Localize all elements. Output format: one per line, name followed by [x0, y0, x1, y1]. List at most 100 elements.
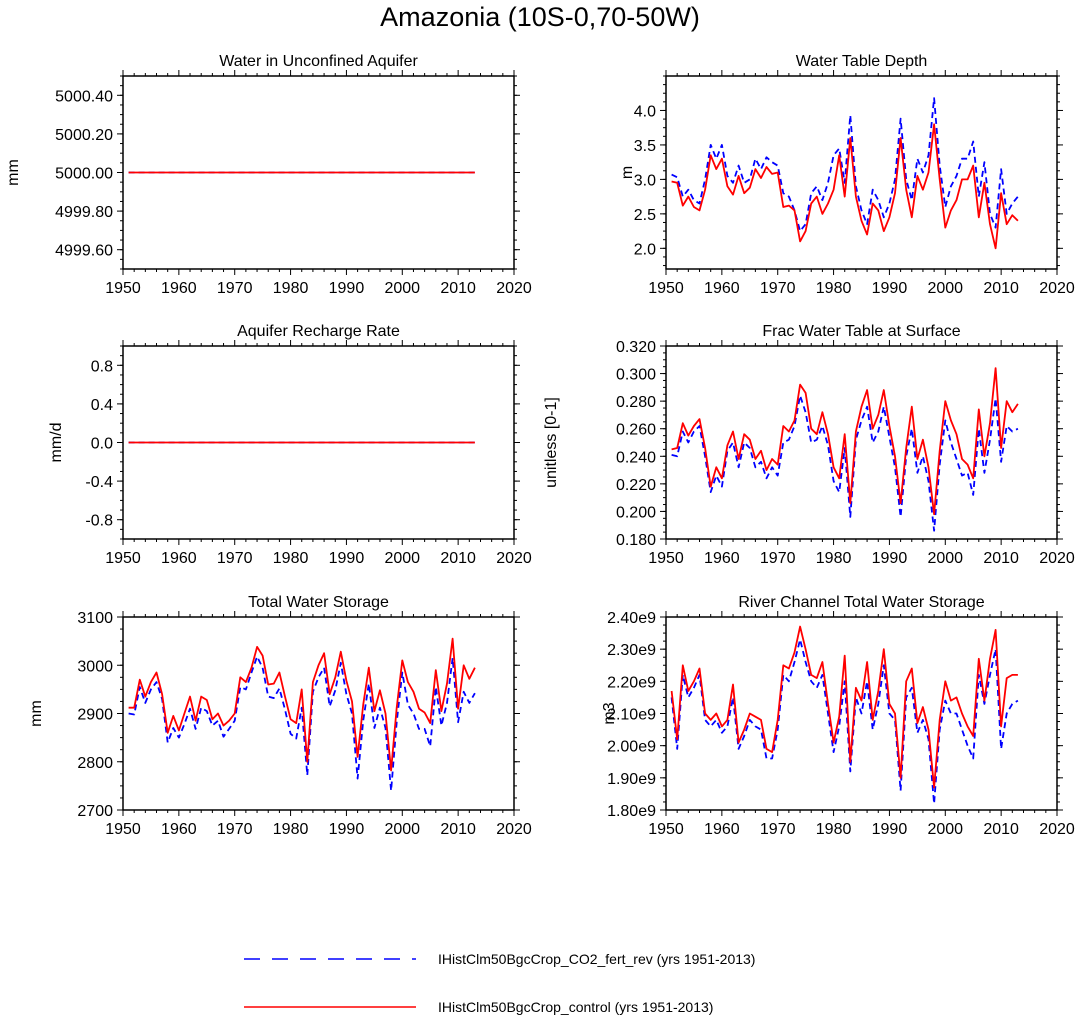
x-tick-label: 1980 [816, 550, 852, 567]
x-tick-label: 2010 [983, 550, 1019, 567]
x-tick-label: 2020 [496, 280, 532, 297]
plot-frame [122, 616, 515, 811]
x-tick-label: 1960 [161, 280, 197, 297]
series-line-co2-fert-rev [671, 97, 1019, 233]
chart-title: Water Table Depth [796, 53, 928, 70]
chart-panel-5: Total Water Storage 1950 1960 1970 1980 1990 2… [28, 594, 532, 838]
y-tick-label: 3100 [77, 610, 113, 627]
x-tick-label: 1960 [704, 550, 740, 567]
y-tick-label: 4999.60 [55, 243, 113, 260]
y-tick-label: 2.00e9 [607, 739, 656, 756]
y-tick-label: 0.220 [616, 477, 656, 494]
x-tick-label: 1970 [217, 821, 253, 838]
y-tick-label: 3.0 [634, 172, 656, 189]
x-tick-label: 1970 [760, 821, 796, 838]
y-axis-label: unitless [0-1] [543, 397, 560, 488]
y-tick-label: 2800 [77, 755, 113, 772]
y-tick-label: 2.10e9 [607, 707, 656, 724]
y-tick-label: 2.30e9 [607, 642, 656, 659]
y-tick-label: 3000 [77, 658, 113, 675]
x-tick-label: 2020 [496, 821, 532, 838]
y-tick-label: 2700 [77, 803, 113, 820]
x-tick-label: 2020 [1039, 550, 1075, 567]
x-tick-label: 1990 [872, 280, 908, 297]
legend-item-co2-fert-rev: IHistClm50BgcCrop_CO2_fert_rev (yrs 1951… [240, 947, 755, 971]
series-line-control [128, 637, 476, 772]
x-tick-label: 2020 [1039, 280, 1075, 297]
y-axis-label: mm [5, 159, 22, 186]
y-tick-label: 0.300 [616, 367, 656, 384]
chart-title: River Channel Total Water Storage [738, 594, 984, 611]
chart-title: Frac Water Table at Surface [762, 323, 960, 340]
series-line-co2-fert-rev [671, 394, 1019, 532]
x-tick-label: 1960 [161, 550, 197, 567]
y-tick-label: 5000.00 [55, 166, 113, 183]
y-axis-label: mm/d [48, 423, 65, 463]
x-tick-label: 2000 [927, 280, 963, 297]
y-tick-label: 4.0 [634, 103, 656, 120]
x-tick-label: 2000 [384, 821, 420, 838]
y-axis-label: m3 [601, 702, 618, 724]
series-line-co2-fert-rev [670, 638, 1019, 805]
x-tick-label: 1950 [105, 550, 141, 567]
x-tick-label: 1960 [704, 821, 740, 838]
x-tick-label: 1960 [704, 280, 740, 297]
x-tick-label: 2010 [440, 280, 476, 297]
legend-solid-line-icon [244, 1006, 416, 1008]
y-tick-label: 2.5 [634, 207, 656, 224]
x-tick-label: 1990 [329, 821, 365, 838]
x-tick-label: 1990 [872, 821, 908, 838]
y-tick-label: 0.240 [616, 449, 656, 466]
x-tick-label: 1990 [329, 280, 365, 297]
y-tick-label: 0.0 [91, 436, 113, 453]
x-tick-label: 1970 [760, 280, 796, 297]
chart-title: Aquifer Recharge Rate [237, 323, 400, 340]
y-tick-label: 5000.40 [55, 88, 113, 105]
y-tick-label: -0.4 [85, 474, 113, 491]
x-tick-label: 1980 [816, 821, 852, 838]
x-tick-label: 1990 [329, 550, 365, 567]
chart-panel-3: Aquifer Recharge Rate 1950 1960 1970 1980 199… [48, 323, 532, 567]
y-tick-label: 2900 [77, 707, 113, 724]
y-tick-label: 0.280 [616, 394, 656, 411]
y-tick-label: 3.5 [634, 138, 656, 155]
chart-panel-4: Frac Water Table at Surface 1950 1960 1970 1… [543, 323, 1075, 567]
chart-panel-6: River Channel Total Water Storage 1950 196… [601, 594, 1075, 838]
y-tick-label: 5000.20 [55, 127, 113, 144]
y-tick-label: 2.0 [634, 241, 656, 258]
x-tick-label: 1990 [872, 550, 908, 567]
y-tick-label: 2.20e9 [607, 674, 656, 691]
legend-dashed-line-icon [244, 958, 416, 960]
y-axis-label: m [619, 166, 636, 179]
y-tick-label: 0.200 [616, 504, 656, 521]
y-tick-label: 0.180 [616, 532, 656, 549]
x-tick-label: 1980 [816, 280, 852, 297]
legend-label-control: IHistClm50BgcCrop_control (yrs 1951-2013… [438, 999, 714, 1015]
x-tick-label: 1950 [648, 550, 684, 567]
x-tick-label: 2010 [983, 821, 1019, 838]
y-tick-label: 0.320 [616, 339, 656, 356]
legend-item-control: IHistClm50BgcCrop_control (yrs 1951-2013… [240, 995, 713, 1019]
figure-title: Amazonia (10S-0,70-50W) [380, 2, 700, 32]
plot-frame [665, 345, 1058, 540]
x-tick-label: 2020 [496, 550, 532, 567]
y-tick-label: 1.80e9 [607, 803, 656, 820]
x-tick-label: 1980 [273, 550, 309, 567]
chart-panel-1: Water in Unconfined Aquifer 1950 1960 1970 1… [5, 53, 532, 297]
x-tick-label: 2000 [384, 550, 420, 567]
x-tick-label: 1980 [273, 280, 309, 297]
y-tick-label: 2.40e9 [607, 610, 656, 627]
legend-label-co2-fert-rev: IHistClm50BgcCrop_CO2_fert_rev (yrs 1951… [438, 951, 756, 967]
x-tick-label: 2020 [1039, 821, 1075, 838]
x-tick-label: 2000 [384, 280, 420, 297]
x-tick-label: 1950 [105, 280, 141, 297]
x-tick-label: 1950 [648, 821, 684, 838]
x-tick-label: 1960 [161, 821, 197, 838]
x-tick-label: 1980 [273, 821, 309, 838]
x-tick-label: 2000 [927, 550, 963, 567]
y-axis-label: mm [28, 700, 45, 727]
y-tick-label: -0.8 [85, 513, 113, 530]
x-tick-label: 2000 [927, 821, 963, 838]
chart-panel-2: Water Table Depth 1950 1960 1970 1980 1990 200… [619, 53, 1075, 297]
